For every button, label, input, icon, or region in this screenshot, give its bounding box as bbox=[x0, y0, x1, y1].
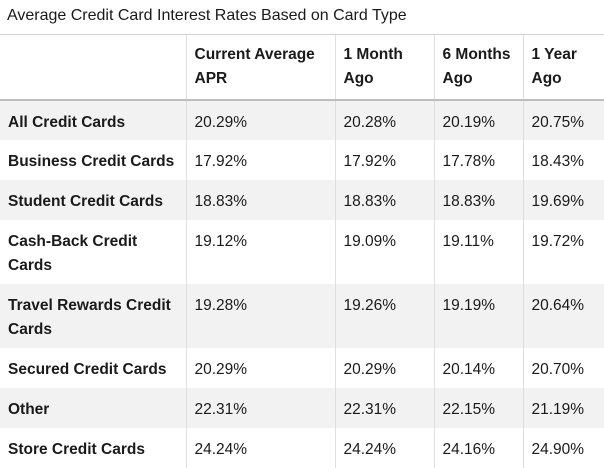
row-label: Other bbox=[0, 387, 186, 428]
table-row: Cash-Back Credit Cards 19.12% 19.09% 19.… bbox=[0, 219, 604, 284]
table-row: Secured Credit Cards 20.29% 20.29% 20.14… bbox=[0, 347, 604, 388]
header-cell-current-apr: Current Average APR bbox=[185, 34, 335, 101]
table-cell: 24.90% bbox=[522, 427, 604, 468]
table-title: Average Credit Card Interest Rates Based… bbox=[7, 7, 407, 24]
table-row: Other 22.31% 22.31% 22.15% 21.19% bbox=[0, 387, 604, 428]
table-row: Student Credit Cards 18.83% 18.83% 18.83… bbox=[0, 179, 604, 220]
table-cell: 22.31% bbox=[185, 387, 335, 428]
row-label: Store Credit Cards bbox=[8, 440, 145, 458]
table-cell: 18.83% bbox=[185, 179, 335, 220]
header-cell-1-month-ago: 1 Month Ago bbox=[334, 34, 434, 101]
row-label: Cash-Back Credit Cards bbox=[8, 232, 138, 274]
table-cell: 17.78% bbox=[433, 139, 523, 180]
interest-rates-table: Current Average APR 1 Month Ago 6 Months… bbox=[0, 34, 604, 468]
table-cell: 18.43% bbox=[522, 139, 604, 180]
table-cell: 21.19% bbox=[522, 387, 604, 428]
row-label: Travel Rewards Credit Cards bbox=[0, 283, 186, 348]
table-cell: 20.19% bbox=[433, 99, 523, 140]
table-row: Business Credit Cards 17.92% 17.92% 17.7… bbox=[0, 139, 604, 180]
table-cell: 20.14% bbox=[433, 347, 523, 388]
table-cell: 17.92% bbox=[185, 139, 335, 180]
table-cell: 19.72% bbox=[522, 219, 604, 284]
table-cell: 19.69% bbox=[522, 179, 604, 220]
table-row: Store Credit Cards 24.24% 24.24% 24.16% … bbox=[0, 427, 604, 468]
table-cell: 24.24% bbox=[185, 427, 335, 468]
table-cell: 24.24% bbox=[334, 427, 434, 468]
table-cell: 18.83% bbox=[433, 179, 523, 220]
table-cell: 19.09% bbox=[334, 219, 434, 284]
table-row: All Credit Cards 20.29% 20.28% 20.19% 20… bbox=[0, 99, 604, 140]
row-label: Student Credit Cards bbox=[0, 179, 186, 220]
table-cell: 20.29% bbox=[185, 347, 335, 388]
header-row: Current Average APR 1 Month Ago 6 Months… bbox=[0, 34, 604, 101]
row-label: All Credit Cards bbox=[0, 99, 186, 140]
table-cell: 24.16% bbox=[433, 427, 523, 468]
table-cell: 20.29% bbox=[334, 347, 434, 388]
header-cell-card-type bbox=[0, 34, 186, 101]
table-cell: 22.31% bbox=[334, 387, 434, 428]
table-cell: 22.15% bbox=[433, 387, 523, 428]
table-cell: 19.28% bbox=[185, 283, 335, 348]
row-label: Business Credit Cards bbox=[8, 152, 175, 170]
table-cell: 20.29% bbox=[185, 99, 335, 140]
header-cell-1-year-ago: 1 Year Ago bbox=[522, 34, 604, 101]
table-cell: 19.11% bbox=[433, 219, 523, 284]
row-label: Secured Credit Cards bbox=[8, 360, 167, 378]
table-row: Travel Rewards Credit Cards 19.28% 19.26… bbox=[0, 283, 604, 348]
table-cell: 18.83% bbox=[334, 179, 434, 220]
table-cell: 19.26% bbox=[334, 283, 434, 348]
table-cell: 20.70% bbox=[522, 347, 604, 388]
table-cell: 19.19% bbox=[433, 283, 523, 348]
header-cell-6-months-ago: 6 Months Ago bbox=[433, 34, 523, 101]
table-cell: 19.12% bbox=[185, 219, 335, 284]
table-cell: 20.64% bbox=[522, 283, 604, 348]
table-cell: 20.75% bbox=[522, 99, 604, 140]
table-cell: 17.92% bbox=[334, 139, 434, 180]
table-cell: 20.28% bbox=[334, 99, 434, 140]
